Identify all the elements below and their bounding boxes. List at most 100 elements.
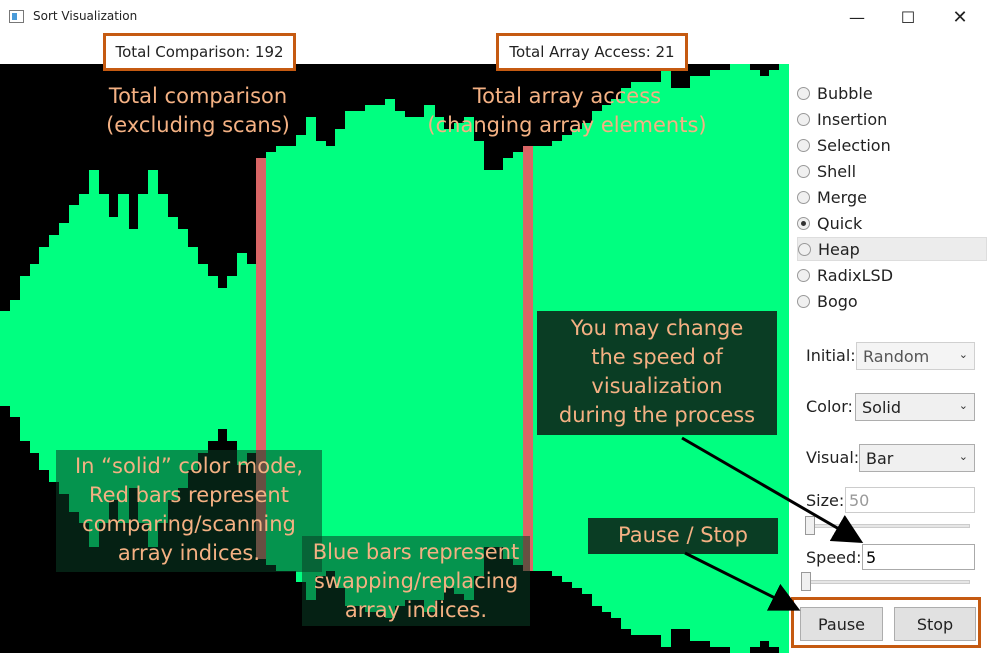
- algorithm-radio-label: Bubble: [817, 83, 873, 103]
- annotation-line: In “solid” color mode,: [74, 454, 304, 478]
- array-bar: [305, 117, 317, 600]
- algorithm-radio-radixlsd[interactable]: RadixLSD: [797, 263, 987, 287]
- pause-button[interactable]: Pause: [800, 607, 883, 641]
- array-bar: [108, 217, 119, 500]
- array-bar: [246, 264, 258, 453]
- algorithm-radio-quick[interactable]: Quick: [797, 211, 987, 235]
- algorithm-radio-heap[interactable]: Heap: [797, 237, 987, 261]
- annotation-line: comparing/scanning: [82, 512, 296, 536]
- annotation-pause-stop: Pause / Stop: [588, 518, 778, 554]
- annotation-line: (excluding scans): [106, 113, 290, 137]
- title-bar: Sort Visualization — ☐ ✕: [0, 0, 988, 34]
- array-bar: [98, 193, 110, 524]
- array-bar: [138, 193, 149, 524]
- algorithm-radio-label: RadixLSD: [817, 265, 894, 285]
- color-select[interactable]: Solid ⌄: [855, 393, 975, 421]
- array-bar: [256, 158, 267, 559]
- algorithm-radio-label: Merge: [817, 187, 867, 207]
- array-bar: [177, 228, 188, 489]
- array-bar: [463, 117, 474, 600]
- array-bar: [374, 105, 386, 612]
- annotation-line: array indices.: [117, 541, 261, 565]
- algorithm-radio-merge[interactable]: Merge: [797, 185, 987, 209]
- algorithm-radio-label: Insertion: [817, 109, 888, 129]
- initial-select[interactable]: Random ⌄: [856, 342, 975, 370]
- array-bar: [325, 146, 336, 571]
- algorithm-radio-label: Selection: [817, 135, 891, 155]
- total-array-access-counter: Total Array Access: 21: [496, 33, 688, 71]
- array-bar: [335, 128, 346, 589]
- annotation-line: the speed of: [591, 345, 723, 369]
- color-select-value: Solid: [862, 397, 901, 417]
- initial-select-value: Random: [863, 346, 930, 366]
- array-bar: [19, 276, 31, 441]
- annotation-line: (changing array elements): [427, 113, 707, 137]
- size-slider-thumb[interactable]: [805, 516, 815, 535]
- algorithm-radio-label: Bogo: [817, 291, 858, 311]
- radio-icon: [797, 190, 810, 204]
- minimize-icon[interactable]: —: [849, 7, 865, 27]
- speed-input[interactable]: 5: [862, 544, 975, 570]
- array-bar: [414, 117, 425, 600]
- algorithm-radio-insertion[interactable]: Insertion: [797, 107, 987, 131]
- app-window-icon: [9, 10, 24, 23]
- radio-icon: [797, 164, 810, 178]
- speed-slider-thumb[interactable]: [801, 572, 811, 591]
- array-bar: [433, 117, 445, 600]
- radio-icon: [797, 294, 810, 308]
- stop-button[interactable]: Stop: [894, 607, 976, 641]
- annotation-line: swapping/replacing: [313, 569, 519, 593]
- chevron-down-icon: ⌄: [958, 450, 968, 463]
- initial-label: Initial:: [806, 346, 856, 365]
- radio-icon: [797, 112, 810, 126]
- array-bar: [404, 117, 415, 600]
- array-bar: [453, 122, 465, 595]
- array-bar: [207, 276, 218, 441]
- algorithm-radio-selection[interactable]: Selection: [797, 133, 987, 157]
- array-bar: [59, 223, 70, 494]
- close-icon[interactable]: ✕: [952, 6, 968, 28]
- array-bar: [187, 246, 198, 471]
- array-bar: [295, 134, 307, 583]
- speed-label: Speed:: [806, 548, 862, 567]
- radio-icon: [797, 138, 810, 152]
- array-bar: [157, 193, 169, 524]
- array-bar: [473, 140, 484, 577]
- visual-select-value: Bar: [866, 448, 894, 468]
- speed-slider-track[interactable]: [801, 580, 970, 584]
- visual-select[interactable]: Bar ⌄: [859, 444, 975, 472]
- annotation-blue-bars: Blue bars represent swapping/replacing a…: [302, 536, 530, 626]
- annotation-line: Total array access: [472, 84, 662, 108]
- annotation-array-access: Total array access (changing array eleme…: [413, 82, 721, 140]
- array-bar: [167, 217, 179, 500]
- chevron-down-icon: ⌄: [958, 399, 968, 412]
- size-input[interactable]: 50: [845, 487, 975, 513]
- array-bar: [118, 193, 129, 524]
- algorithm-radio-bogo[interactable]: Bogo: [797, 289, 987, 313]
- size-slider-track[interactable]: [805, 524, 970, 528]
- array-bar: [266, 152, 277, 565]
- array-bar: [29, 264, 41, 453]
- annotation-line: Blue bars represent: [312, 540, 520, 564]
- algorithm-radio-bubble[interactable]: Bubble: [797, 81, 987, 105]
- algorithm-radio-label: Quick: [817, 213, 863, 233]
- algorithm-radio-label: Shell: [817, 161, 857, 181]
- annotation-line: Red bars represent: [89, 483, 289, 507]
- annotation-line: Total comparison: [108, 84, 288, 108]
- annotation-line: You may change: [570, 316, 744, 340]
- array-bar: [394, 111, 405, 606]
- array-bar: [216, 287, 228, 430]
- array-bar: [69, 205, 80, 512]
- array-bar: [286, 146, 297, 571]
- array-bar: [384, 99, 396, 618]
- annotation-speed: You may change the speed of visualizatio…: [537, 311, 777, 435]
- algorithm-radio-shell[interactable]: Shell: [797, 159, 987, 183]
- array-bar: [522, 146, 534, 571]
- total-comparison-counter: Total Comparison: 192: [103, 33, 296, 71]
- maximize-icon[interactable]: ☐: [900, 7, 916, 27]
- annotation-line: visualization: [591, 374, 723, 398]
- playback-controls-frame: [791, 597, 981, 648]
- array-bar: [128, 228, 139, 489]
- chevron-down-icon: ⌄: [958, 348, 968, 361]
- array-bar: [226, 276, 238, 441]
